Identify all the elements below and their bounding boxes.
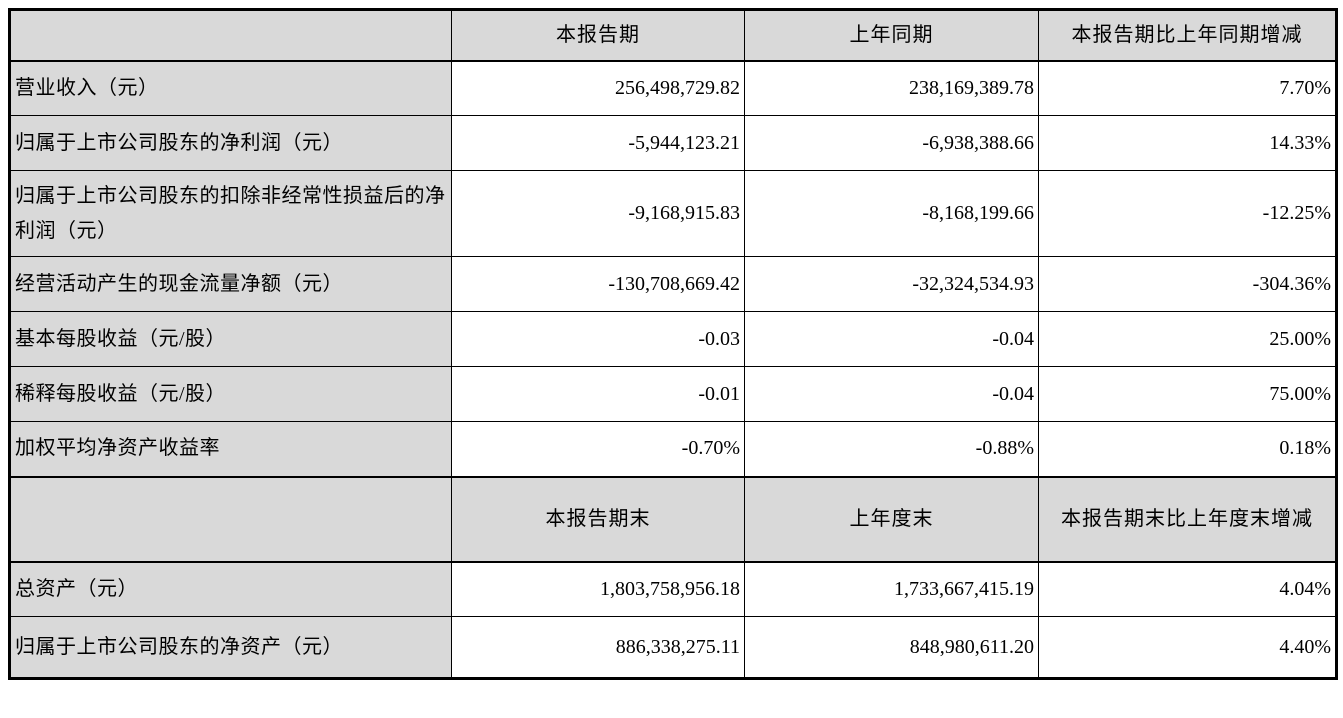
- metric-label: 稀释每股收益（元/股）: [9, 366, 452, 422]
- metric-label: 经营活动产生的现金流量净额（元）: [9, 256, 452, 312]
- header-cell-current-period: 本报告期: [451, 9, 745, 62]
- table-row: 稀释每股收益（元/股） -0.01 -0.04 75.00%: [9, 366, 1337, 422]
- value-change: -304.36%: [1038, 256, 1337, 312]
- header-cell-blank: [9, 9, 452, 62]
- value-current-period: -5,944,123.21: [451, 115, 745, 171]
- table-row: 营业收入（元） 256,498,729.82 238,169,389.78 7.…: [9, 60, 1337, 116]
- table-row: 归属于上市公司股东的净利润（元） -5,944,123.21 -6,938,38…: [9, 115, 1337, 171]
- value-prior-period: 238,169,389.78: [744, 60, 1039, 116]
- value-current-period: 256,498,729.82: [451, 60, 745, 116]
- value-prior-year-end: 1,733,667,415.19: [744, 561, 1039, 617]
- metric-label: 营业收入（元）: [9, 60, 452, 116]
- balance-header-row: 本报告期末 上年度末 本报告期末比上年度末增减: [9, 475, 1337, 563]
- metric-label: 归属于上市公司股东的净利润（元）: [9, 115, 452, 171]
- value-prior-period: -0.04: [744, 366, 1039, 422]
- value-change: 0.18%: [1038, 421, 1337, 477]
- header-cell-period-change: 本报告期比上年同期增减: [1038, 9, 1337, 62]
- value-change: 4.04%: [1038, 561, 1337, 617]
- metric-label: 基本每股收益（元/股）: [9, 311, 452, 367]
- metric-label: 加权平均净资产收益率: [9, 421, 452, 477]
- header-cell-prior-year-end: 上年度末: [744, 475, 1039, 563]
- value-prior-period: -0.88%: [744, 421, 1039, 477]
- value-period-end: 1,803,758,956.18: [451, 561, 745, 617]
- value-prior-period: -6,938,388.66: [744, 115, 1039, 171]
- value-current-period: -9,168,915.83: [451, 170, 745, 257]
- metric-label: 归属于上市公司股东的净资产（元）: [9, 616, 452, 679]
- header-cell-blank: [9, 475, 452, 563]
- value-change: 4.40%: [1038, 616, 1337, 679]
- table-row: 归属于上市公司股东的净资产（元） 886,338,275.11 848,980,…: [9, 616, 1337, 679]
- value-prior-period: -8,168,199.66: [744, 170, 1039, 257]
- value-change: 14.33%: [1038, 115, 1337, 171]
- table-row: 加权平均净资产收益率 -0.70% -0.88% 0.18%: [9, 421, 1337, 477]
- value-change: 75.00%: [1038, 366, 1337, 422]
- metric-label: 总资产（元）: [9, 561, 452, 617]
- period-header-row: 本报告期 上年同期 本报告期比上年同期增减: [9, 9, 1337, 62]
- value-prior-period: -0.04: [744, 311, 1039, 367]
- header-cell-period-end: 本报告期末: [451, 475, 745, 563]
- value-current-period: -0.70%: [451, 421, 745, 477]
- value-current-period: -0.01: [451, 366, 745, 422]
- table-row: 基本每股收益（元/股） -0.03 -0.04 25.00%: [9, 311, 1337, 367]
- value-prior-year-end: 848,980,611.20: [744, 616, 1039, 679]
- table-row: 经营活动产生的现金流量净额（元） -130,708,669.42 -32,324…: [9, 256, 1337, 312]
- table-row: 总资产（元） 1,803,758,956.18 1,733,667,415.19…: [9, 561, 1337, 617]
- value-current-period: -130,708,669.42: [451, 256, 745, 312]
- value-change: 25.00%: [1038, 311, 1337, 367]
- value-change: 7.70%: [1038, 60, 1337, 116]
- table-row: 归属于上市公司股东的扣除非经常性损益后的净利润（元） -9,168,915.83…: [9, 170, 1337, 257]
- value-current-period: -0.03: [451, 311, 745, 367]
- metric-label: 归属于上市公司股东的扣除非经常性损益后的净利润（元）: [9, 170, 452, 257]
- header-cell-prior-period: 上年同期: [744, 9, 1039, 62]
- value-period-end: 886,338,275.11: [451, 616, 745, 679]
- header-cell-period-end-change: 本报告期末比上年度末增减: [1038, 475, 1337, 563]
- financial-summary-table: 本报告期 上年同期 本报告期比上年同期增减 营业收入（元） 256,498,72…: [8, 8, 1338, 680]
- value-prior-period: -32,324,534.93: [744, 256, 1039, 312]
- value-change: -12.25%: [1038, 170, 1337, 257]
